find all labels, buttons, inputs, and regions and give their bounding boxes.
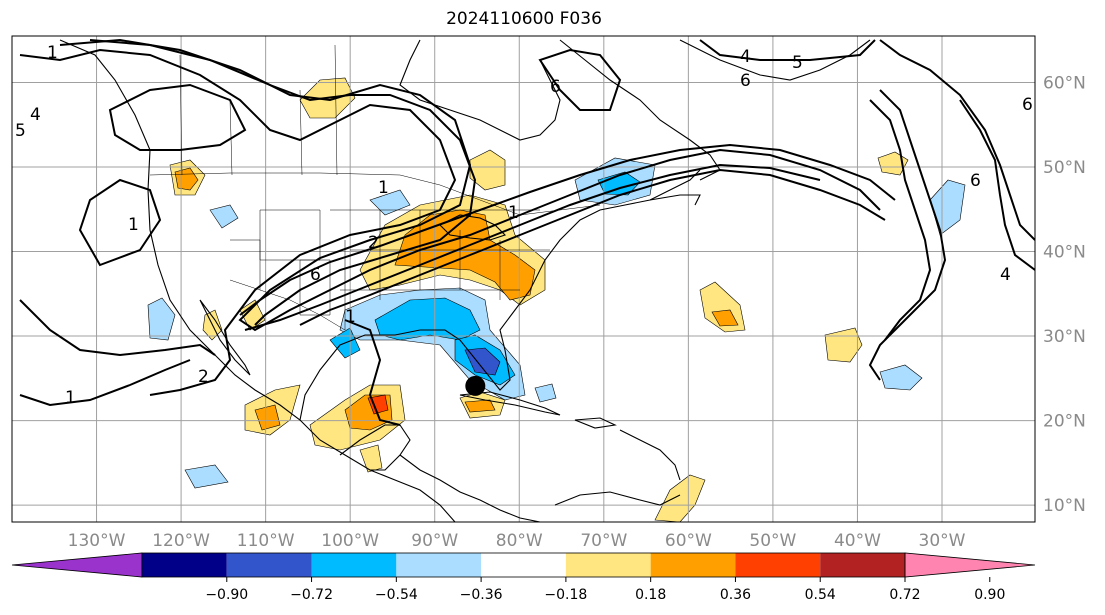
contour-lines xyxy=(19,38,1035,426)
colorbar-segment xyxy=(226,553,312,577)
central-america xyxy=(399,454,541,522)
colorbar-tick-label: 0.54 xyxy=(805,587,836,603)
colorbar-segment xyxy=(396,553,482,577)
contour-label: 2 xyxy=(198,367,209,387)
longitude-label: 110°W xyxy=(237,531,295,551)
negative-anomaly-subtropics xyxy=(879,364,923,391)
contour-label: 1 xyxy=(47,43,58,63)
storm-center-marker xyxy=(465,375,486,396)
longitude-label: 60°W xyxy=(665,531,712,551)
colorbar-extend-low xyxy=(11,552,143,578)
positive-anomaly-mexico-core xyxy=(254,404,281,431)
colorbar-segment xyxy=(650,553,736,577)
contour-labels: 1 2 4 5 6 1 5 4 6 1 1 2 1 6 1 4 6 6 xyxy=(15,43,1033,408)
contour-label: 4 xyxy=(740,47,751,67)
negative-anomaly-idaho xyxy=(209,204,239,229)
contour-label: 4 xyxy=(30,105,41,125)
contour-label: 1 xyxy=(508,203,519,223)
negative-anomaly-bahamas xyxy=(534,383,557,403)
longitude-label: 50°W xyxy=(749,531,796,551)
latitude-label: 30°N xyxy=(1043,327,1086,347)
positive-anomaly-caribbean xyxy=(654,474,706,522)
longitude-label: 100°W xyxy=(321,531,379,551)
colorbar-tick-label: 0.90 xyxy=(974,587,1005,603)
contour-label: 1 xyxy=(378,178,389,198)
positive-anomaly-atlantic-core xyxy=(711,309,739,327)
positive-anomaly-great-lakes xyxy=(469,149,506,191)
colorbar: −0.90 −0.72 −0.54 −0.36 −0.18 0.18 0.36 0.54 0.7… xyxy=(11,552,1036,603)
colorbar-tick-label: −0.18 xyxy=(544,587,587,603)
negative-anomaly-atlantic-east xyxy=(929,179,966,236)
colorbar-segment xyxy=(565,553,651,577)
latitude-label: 10°N xyxy=(1043,496,1086,516)
negative-anomaly-florida-core xyxy=(464,347,501,376)
hudson-bay xyxy=(399,39,561,141)
nova-scotia xyxy=(649,194,701,206)
caribbean-islands xyxy=(619,429,681,481)
baja-peninsula xyxy=(199,299,251,376)
contour-label: 1 xyxy=(65,388,76,408)
longitude-label: 130°W xyxy=(68,531,126,551)
map-frame xyxy=(11,35,1036,523)
cuba xyxy=(459,391,561,416)
colorbar-tick-label: −0.54 xyxy=(375,587,418,603)
colorbar-tick-label: −0.36 xyxy=(460,587,503,603)
colorbar-tick-label: 0.36 xyxy=(720,587,751,603)
colorbar-tick-label: −0.72 xyxy=(290,587,333,603)
longitude-label: 40°W xyxy=(834,531,881,551)
positive-anomaly-gulf-peak xyxy=(367,394,389,415)
colorbar-extend-high xyxy=(904,552,1036,578)
contour-label: 6 xyxy=(740,71,751,91)
hispaniola xyxy=(574,417,617,429)
colorbar-tick-label: 0.72 xyxy=(889,587,920,603)
contour-label: 6 xyxy=(310,265,321,285)
contour-label: 6 xyxy=(1022,95,1033,115)
negative-anomaly-pacific xyxy=(184,464,229,489)
map-title: 2024110600 F036 xyxy=(446,9,602,29)
colorbar-tick-label: −0.90 xyxy=(205,587,248,603)
colorbar-segment xyxy=(142,553,227,577)
latitude-label: 20°N xyxy=(1043,412,1086,432)
yucatan xyxy=(339,424,411,471)
negative-anomaly-southeast-core xyxy=(374,297,481,341)
longitude-label: 30°W xyxy=(919,531,966,551)
latitude-label: 40°N xyxy=(1043,243,1086,263)
coastlines xyxy=(59,39,871,522)
positive-anomaly-central-am xyxy=(359,444,383,473)
contour-label: 6 xyxy=(550,77,561,97)
longitude-label: 90°W xyxy=(411,531,458,551)
contour-label: 4 xyxy=(1000,265,1011,285)
latitude-labels: 60°N 50°N 40°N 30°N 20°N 10°N xyxy=(1043,73,1086,516)
longitude-label: 70°W xyxy=(580,531,627,551)
contour-label: 6 xyxy=(970,171,981,191)
gulf-coast xyxy=(299,169,701,421)
contour-label: 1 xyxy=(345,307,356,327)
longitude-label: 80°W xyxy=(496,531,543,551)
colorbar-tick-label: 0.18 xyxy=(635,587,666,603)
latitude-label: 60°N xyxy=(1043,73,1086,93)
lat-lon-grid xyxy=(12,36,1035,522)
contour-label: 1 xyxy=(128,215,139,235)
south-america-north xyxy=(554,491,681,506)
contour-label: 2 xyxy=(368,233,379,253)
contour-label: 5 xyxy=(15,121,26,141)
longitude-label: 120°W xyxy=(152,531,210,551)
political-borders xyxy=(149,44,601,331)
colorbar-segment xyxy=(820,553,905,577)
longitude-labels: 130°W 120°W 110°W 100°W 90°W 80°W 70°W 60°W 50°W… xyxy=(68,531,966,551)
colorbar-outline xyxy=(141,552,906,578)
latitude-label: 50°N xyxy=(1043,158,1086,178)
colorbar-segment xyxy=(481,553,566,577)
contour-label: 5 xyxy=(792,53,803,73)
colorbar-segment xyxy=(311,553,397,577)
negative-anomaly-california xyxy=(147,297,176,341)
colorbar-segment xyxy=(735,553,821,577)
great-lakes xyxy=(439,214,507,241)
positive-anomaly-cuba-core xyxy=(464,399,496,413)
